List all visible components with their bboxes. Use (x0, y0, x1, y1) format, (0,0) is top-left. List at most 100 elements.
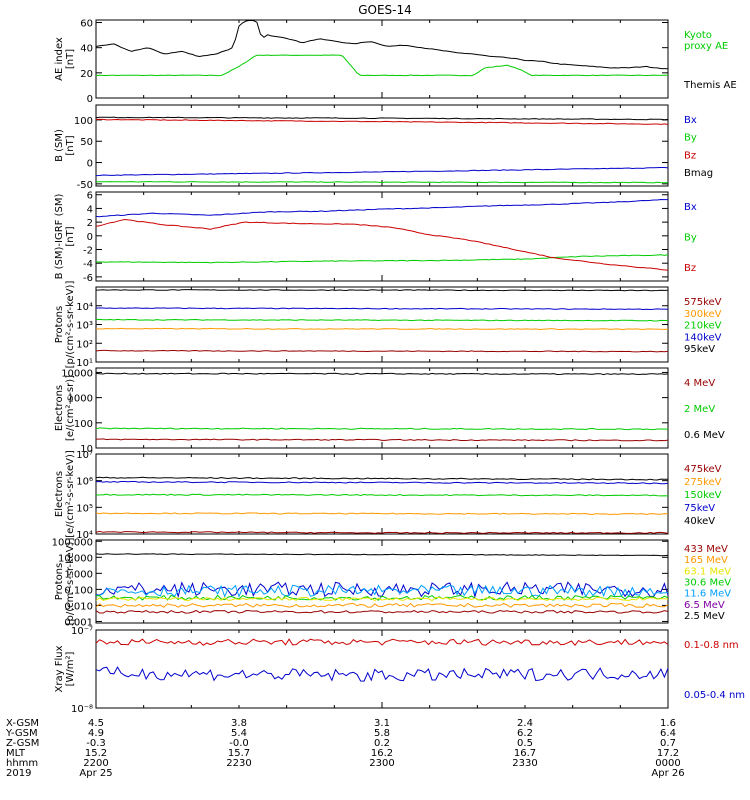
series-line-95keV (95, 289, 669, 292)
legend-entry: 150keV (684, 490, 722, 501)
time-row-label: MLT (6, 748, 26, 759)
y-tick-label: 50 (80, 137, 93, 148)
y-tick-label: -50 (77, 180, 93, 191)
series-line-165-MeV (95, 602, 669, 608)
y-axis-label: Xray Flux[W/m²] (54, 645, 76, 692)
legend-entry: Bmag (684, 168, 713, 179)
legend-entry: Themis AE (683, 80, 737, 91)
time-row-value: 4.9 (88, 728, 104, 739)
legend-entry: 2 MeV (684, 404, 715, 415)
series-line-433-MeV (95, 609, 669, 614)
legend-entry: By (684, 233, 697, 244)
time-row-label: hhmm (6, 758, 38, 769)
series-line-75keV (95, 480, 669, 485)
time-row-value: Apr 25 (79, 768, 112, 779)
y-tick-label: 0 (87, 159, 93, 170)
y-tick-label: 10¹ (76, 358, 93, 369)
legend-entry: 6.5 MeV (684, 600, 725, 611)
y-tick-label: 10 (80, 444, 93, 455)
y-axis-label: Electrons[e/(cm²-s-sr)] (54, 375, 76, 441)
y-tick-label: 1000 (68, 394, 93, 405)
y-tick-label: 1.000 (64, 569, 93, 580)
y-axis-label: AE index[nT] (54, 37, 76, 81)
time-row-value: 16.7 (514, 748, 536, 759)
y-axis-label: B (SM)[nT] (54, 129, 76, 162)
y-tick-label: 10⁵ (76, 503, 93, 514)
y-tick-label: 100.000 (52, 537, 93, 548)
time-row-value: 2330 (512, 758, 537, 769)
legend-entry: 95keV (684, 344, 715, 355)
time-row-value: 15.2 (85, 748, 107, 759)
legend-entry: 165 MeV (684, 555, 728, 566)
legend-entry: 40keV (684, 516, 715, 527)
series-line-Bx (95, 198, 668, 218)
series-line-2-MeV (95, 427, 668, 431)
legend-entry: 75keV (684, 503, 715, 514)
series-line-0-05-0-4-nm (95, 666, 669, 682)
y-tick-label: 0.010 (64, 601, 93, 612)
legend-entry: 0.6 MeV (684, 430, 725, 441)
y-tick-label: 10⁴ (76, 530, 93, 541)
time-row-value: 1.6 (660, 718, 676, 729)
time-row-value: 6.2 (517, 728, 533, 739)
y-tick-label: 100 (74, 116, 93, 127)
series-line-Bmag (95, 116, 669, 121)
series-line-11-6-MeV (95, 584, 669, 598)
y-tick-label: 0 (87, 232, 93, 243)
series-line-575keV (95, 349, 669, 353)
time-row-value: 2300 (369, 758, 394, 769)
y-tick-label: 10⁻⁸ (71, 704, 93, 715)
series-line-475keV (95, 530, 669, 534)
series-line-Kyoto-proxy-AE (95, 54, 669, 77)
panel-frame (95, 191, 669, 282)
series-line-63-1-MeV (95, 596, 669, 602)
time-row-value: 3.1 (374, 718, 390, 729)
legend-entry: 475keV (684, 464, 722, 475)
series-line-Bz (95, 218, 669, 271)
legend-entry: 300keV (684, 309, 722, 320)
y-tick-label: 10.000 (58, 553, 93, 564)
legend-entry: 0.05-0.4 nm (684, 690, 745, 701)
series-line-Themis-AE (95, 19, 669, 70)
y-tick-label: 60 (80, 19, 93, 30)
time-row-value: 16.2 (371, 748, 393, 759)
y-tick-label: 0.100 (64, 585, 93, 596)
legend-entry: 11.6 MeV (684, 589, 731, 600)
time-row-value: 2.4 (517, 718, 533, 729)
legend-entry: 433 MeV (684, 544, 728, 555)
panel-frame (95, 19, 669, 99)
time-row-value: 3.8 (231, 718, 247, 729)
series-line-By (95, 254, 669, 264)
y-tick-label: 100 (74, 419, 93, 430)
time-row-value: 4.5 (88, 718, 104, 729)
y-tick-label: 0.001 (64, 617, 93, 628)
time-axis-table: X-GSM 4.5 3.8 3.1 2.4 1.6 Y-GSM 4.9 5.4 5.8 6.2 6.4… (5, 718, 685, 779)
time-row-value: Apr 26 (651, 768, 684, 779)
time-row-value: 2200 (83, 758, 108, 769)
time-row-value: 0000 (655, 758, 680, 769)
legend-entry: Bz (684, 150, 696, 161)
time-row-value: 0.5 (517, 738, 533, 749)
y-axis-label: Electrons[e/(cm²-s-sr-keV)] (54, 450, 76, 538)
series-line-30-6-MeV (96, 594, 669, 601)
series-line-140keV (96, 307, 669, 311)
legend-entry: 575keV (684, 297, 722, 308)
y-tick-label: 10² (76, 339, 93, 350)
series-line-150keV (95, 493, 669, 497)
series-line-0-1-0-8-nm (95, 638, 669, 646)
time-row-label: X-GSM (6, 718, 39, 729)
time-row-label: Z-GSM (6, 738, 39, 749)
time-row-label: 2019 (6, 768, 31, 779)
y-tick-label: 10⁷ (76, 450, 93, 461)
series-line-210keV (95, 318, 668, 322)
panel-frame (95, 367, 669, 449)
time-row-value: 15.7 (228, 748, 250, 759)
legend-entry: Bz (684, 263, 696, 274)
time-row-value: 5.8 (374, 728, 390, 739)
series-line-300keV (95, 327, 669, 331)
panel-1: 0 20 40 60 AE index[nT] Kyoto proxy AE Themis A… (54, 19, 737, 105)
